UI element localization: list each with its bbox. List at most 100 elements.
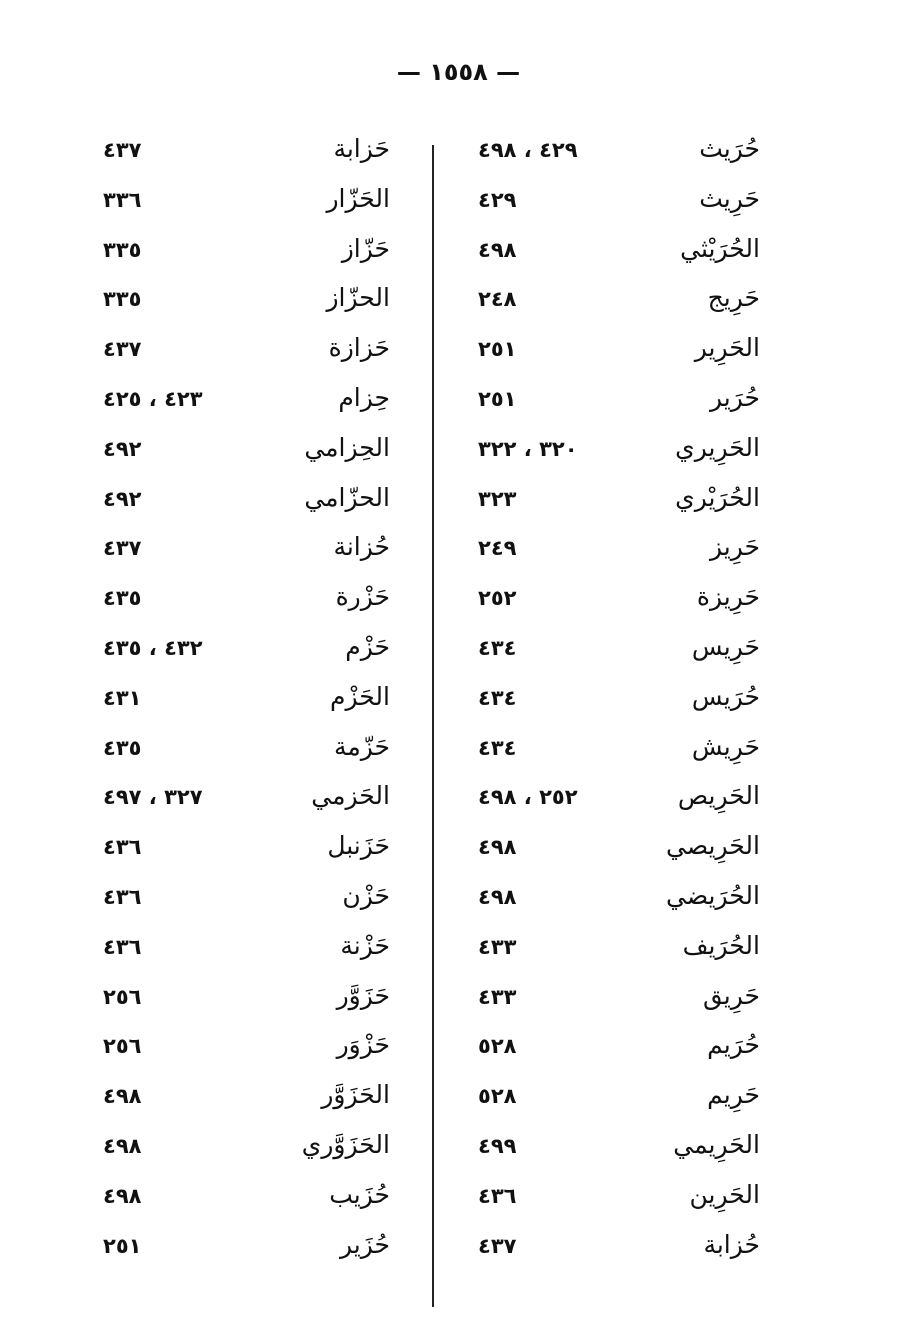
entry-name: الحُرَيضي <box>666 880 760 910</box>
entry-pages: ٤٣٦ <box>478 1183 517 1208</box>
entry-name: حِزام <box>338 382 390 412</box>
entry-name: حُرَير <box>710 382 760 412</box>
index-entry: حَرِيث ٤٢٩ <box>470 178 770 228</box>
index-column-right: حُرَيث ٤٢٩ ، ٤٩٨ حَرِيث ٤٢٩ الحُرَيْثي ٤٩٨ حَر… <box>470 128 770 1318</box>
entry-pages: ٢٤٨ <box>478 287 517 312</box>
entry-pages: ٢٥٦ <box>103 984 142 1009</box>
entry-name: الحَرِين <box>689 1179 760 1209</box>
entry-pages: ٤٩٨ <box>478 835 517 860</box>
index-entry: حَزْم ٤٣٢ ، ٤٣٥ <box>95 626 400 676</box>
entry-name: حَرِيج <box>707 283 760 313</box>
index-entry: حَرِيج ٢٤٨ <box>470 277 770 327</box>
entry-pages: ٥٢٨ <box>478 1084 517 1109</box>
entry-name: حَرِيزة <box>696 582 760 612</box>
entry-pages: ٤٣٥ <box>103 586 142 611</box>
index-entry: حُرَيس ٤٣٤ <box>470 676 770 726</box>
index-entry: حَزْرة ٤٣٥ <box>95 576 400 626</box>
entry-name: حُرَيس <box>691 681 760 711</box>
index-entry: حُرَير ٢٥١ <box>470 377 770 427</box>
entry-name: حَزابة <box>333 134 390 163</box>
index-entry: حَرِيز ٢٤٩ <box>470 526 770 576</box>
entry-name: حَزْرة <box>335 582 390 612</box>
entry-name: حَرِيق <box>702 980 760 1010</box>
entry-pages: ٥٢٨ <box>478 1034 517 1059</box>
entry-pages: ٤٩٨ <box>103 1133 142 1158</box>
index-entry: حَرِيق ٤٣٣ <box>470 975 770 1025</box>
entry-pages: ٤٣٤ <box>478 735 517 760</box>
entry-name: حُزابة <box>703 1229 760 1259</box>
entry-name: حَزازة <box>328 333 390 363</box>
index-entry: حَرِيم ٥٢٨ <box>470 1074 770 1124</box>
index-entry: حَزّاز ٣٣٥ <box>95 228 400 278</box>
entry-name: الحَرِيمي <box>673 1129 760 1159</box>
index-entry: الحَزَوَّري ٤٩٨ <box>95 1124 400 1174</box>
page-number: — ١٥٥٨ — <box>396 58 521 86</box>
index-entry: حَرِيزة ٢٥٢ <box>470 576 770 626</box>
entry-name: الحَرِيري <box>675 432 760 462</box>
index-entry: الحُرَيْري ٣٢٣ <box>470 477 770 527</box>
entry-name: حَزّمة <box>333 731 390 761</box>
entry-name: الحَرِيصي <box>666 831 760 861</box>
index-entry: حُزابة ٤٣٧ <box>470 1224 770 1274</box>
entry-name: حَرِيز <box>710 532 760 562</box>
entry-name: الحَزّار <box>326 183 390 213</box>
index-entry: الحَزّار ٣٣٦ <box>95 178 400 228</box>
entry-pages: ٤٣٣ <box>478 984 517 1009</box>
entry-name: الحَزمي <box>311 781 390 811</box>
entry-pages: ٤٢٣ ، ٤٢٥ <box>103 386 203 411</box>
entry-name: الحَزْم <box>330 681 390 711</box>
index-entry: الحَرِيمي ٤٩٩ <box>470 1124 770 1174</box>
entry-pages: ٤٣٧ <box>478 1233 517 1258</box>
index-entry: حِزام ٤٢٣ ، ٤٢٥ <box>95 377 400 427</box>
entry-pages: ٢٥٦ <box>103 1034 142 1059</box>
index-entry: حُزَيب ٤٩٨ <box>95 1174 400 1224</box>
entry-pages: ٤٩٨ <box>478 884 517 909</box>
index-entry: الحَرِير ٢٥١ <box>470 327 770 377</box>
index-entry: حُزانة ٤٣٧ <box>95 526 400 576</box>
entry-name: حَزّاز <box>341 233 390 263</box>
entry-pages: ٣٢٠ ، ٣٢٢ <box>478 436 578 461</box>
index-entry: الحَرِيصي ٤٩٨ <box>470 825 770 875</box>
entry-pages: ٢٥٢ ، ٤٩٨ <box>478 785 578 810</box>
entry-pages: ٢٤٩ <box>478 536 517 561</box>
entry-name: الحُرَيْثي <box>680 233 760 263</box>
index-entry: حَزَوَّر ٢٥٦ <box>95 975 400 1025</box>
entry-pages: ٤٣٧ <box>103 337 142 362</box>
index-entry: حُزَير ٢٥١ <box>95 1224 400 1274</box>
entry-pages: ٤٩٨ <box>103 1183 142 1208</box>
index-entry: حَزّمة ٤٣٥ <box>95 726 400 776</box>
index-entry: الحُرَيْثي ٤٩٨ <box>470 228 770 278</box>
entry-name: حَرِيث <box>699 183 760 213</box>
index-entry: الحَزْم ٤٣١ <box>95 676 400 726</box>
entry-pages: ٤٣٧ <box>103 536 142 561</box>
index-entry: الحزّامي ٤٩٢ <box>95 477 400 527</box>
entry-name: حُزَير <box>340 1229 390 1259</box>
entry-pages: ٢٥٢ <box>478 586 517 611</box>
index-entry: حُرَيم ٥٢٨ <box>470 1024 770 1074</box>
index-entry: الحُرَيضي ٤٩٨ <box>470 875 770 925</box>
entry-name: حَزَنبل <box>327 831 390 861</box>
index-entry: حَرِيس ٤٣٤ <box>470 626 770 676</box>
entry-pages: ٤٣٦ <box>103 835 142 860</box>
index-entry: الحَرِيص ٢٥٢ ، ٤٩٨ <box>470 775 770 825</box>
entry-pages: ٣٣٦ <box>103 187 142 212</box>
index-entry: الحَرِيري ٣٢٠ ، ٣٢٢ <box>470 427 770 477</box>
index-entry: حَزَنبل ٤٣٦ <box>95 825 400 875</box>
entry-name: الحُرَيف <box>682 930 760 960</box>
index-entry: حَزْن ٤٣٦ <box>95 875 400 925</box>
entry-pages: ٤٢٩ ، ٤٩٨ <box>478 138 578 162</box>
entry-name: حَرِيس <box>691 631 760 661</box>
index-column-left: حَزابة ٤٣٧ الحَزّار ٣٣٦ حَزّاز ٣٣٥ الحزّاز ٣٣٥ ح… <box>95 128 400 1318</box>
entry-name: الحزّامي <box>304 482 390 512</box>
entry-name: حُزانة <box>333 532 390 562</box>
entry-name: حُرَيث <box>699 134 760 163</box>
index-entry: الحزّاز ٣٣٥ <box>95 277 400 327</box>
entry-name: الحَرِيص <box>677 781 760 811</box>
index-entry: حَزازة ٤٣٧ <box>95 327 400 377</box>
entry-pages: ٣٣٥ <box>103 287 142 312</box>
entry-pages: ٤٣٤ <box>478 685 517 710</box>
entry-pages: ٢٥١ <box>478 337 517 362</box>
entry-name: الحُرَيْري <box>675 482 760 512</box>
entry-name: الحَزَوَّر <box>321 1080 390 1110</box>
entry-name: الحَرِير <box>694 333 760 363</box>
